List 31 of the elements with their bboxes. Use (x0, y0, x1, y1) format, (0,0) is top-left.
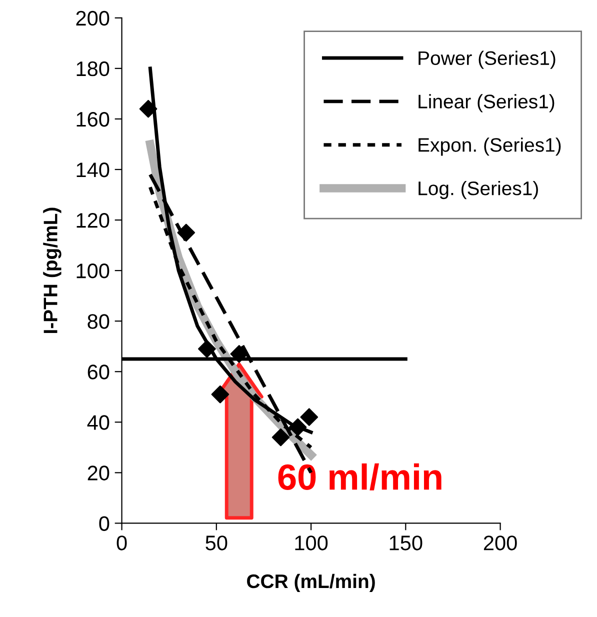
y-tick-label: 80 (88, 314, 110, 329)
y-tick-label: 60 (88, 364, 110, 380)
x-tick-label: 50 (206, 536, 228, 550)
y-tick-label: 120 (76, 213, 110, 228)
x-tick-label: 150 (390, 536, 422, 550)
annotation: 60 ml/min (278, 463, 442, 490)
legend-label: Linear (Series1) (418, 94, 554, 112)
point (177, 224, 196, 242)
point (272, 428, 290, 446)
y-tick-label: 100 (76, 264, 110, 278)
legend-label: Expon. (Series1) (418, 138, 561, 156)
y-tick-label: 180 (76, 61, 110, 76)
point (198, 340, 216, 358)
x-tick-label: 100 (295, 536, 328, 550)
point (230, 345, 248, 363)
y-tick-label: 200 (76, 10, 110, 26)
y-tick-label: 20 (88, 466, 110, 480)
x-axis-title: CCR (mL/min) (247, 574, 375, 592)
point (300, 408, 318, 426)
y-tick-label: 160 (76, 112, 110, 127)
legend-label: Power (Series1) (418, 50, 556, 69)
point (288, 418, 307, 436)
y-tick-label: 40 (87, 415, 110, 430)
point (139, 100, 158, 118)
y-axis-title: I-PTH (pg/mL) (43, 208, 62, 333)
x-tick-label: 200 (484, 536, 517, 550)
point (211, 385, 230, 404)
legend-label: Log. (Series1) (418, 180, 538, 200)
y-tick-label: 140 (76, 162, 110, 178)
x-tick-label: 0 (116, 536, 127, 550)
y-tick-label: 0 (99, 516, 110, 531)
